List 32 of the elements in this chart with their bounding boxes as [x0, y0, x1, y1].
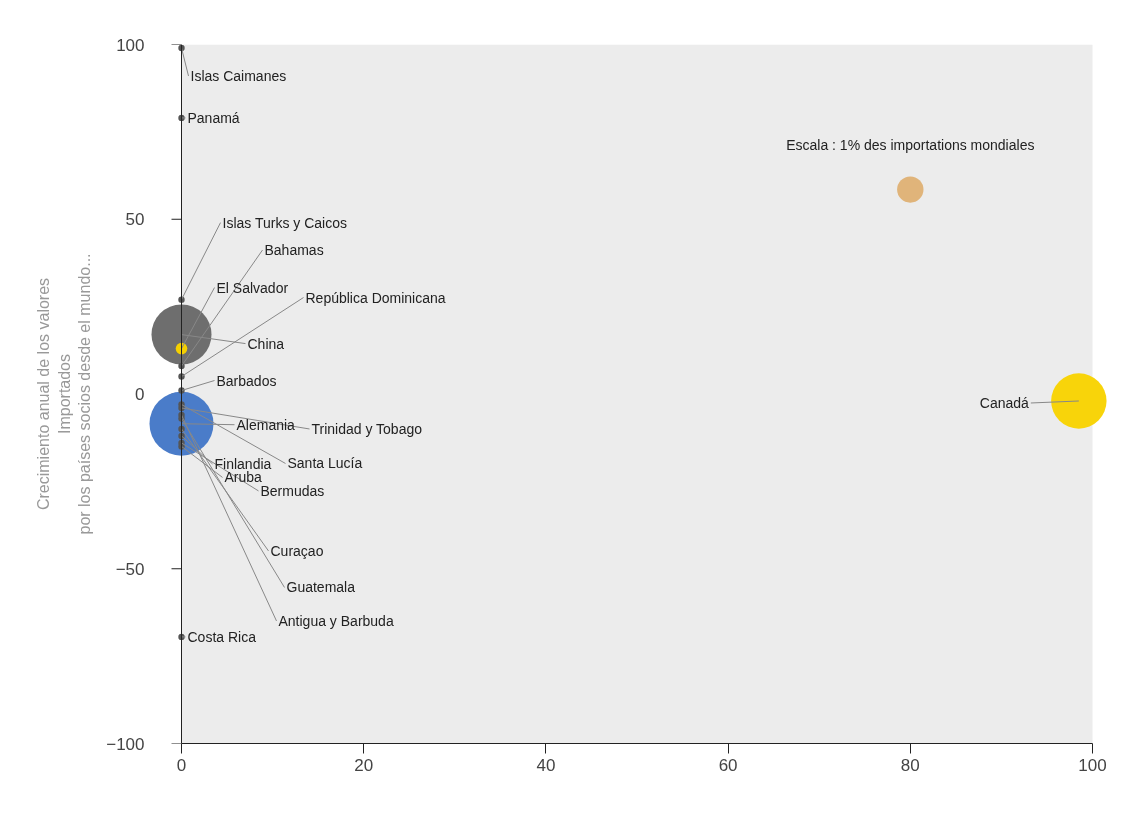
text: Aruba — [224, 469, 263, 486]
series-label: Canadá — [979, 394, 1030, 411]
text: Curaçao — [270, 542, 324, 559]
y-tick-label: 100 — [116, 35, 145, 55]
text: Bermudas — [260, 482, 325, 499]
y-tick-label: 50 — [125, 210, 145, 230]
text: Antigua y Barbuda — [278, 612, 394, 629]
text: Guatemala — [286, 579, 356, 596]
series-label: Costa Rica — [187, 628, 257, 645]
x-tick-label: 40 — [536, 755, 556, 775]
text: Finlandia — [214, 455, 272, 472]
text: El Salvador — [216, 279, 289, 296]
text: Bahamas — [264, 242, 324, 259]
series-label: Alemania — [236, 416, 296, 433]
x-tick-label: 20 — [354, 755, 374, 775]
text: Islas Turks y Caicos — [222, 214, 347, 231]
x-tick-label: 0 — [176, 755, 187, 775]
text: Trinidad y Tobago — [311, 420, 423, 437]
text: China — [247, 335, 285, 352]
series-label: Islas Caimanes — [190, 68, 287, 84]
text: Barbados — [216, 372, 277, 389]
series-label: Panamá — [187, 109, 240, 126]
text: Escala : 1% des importations mondiales — [786, 136, 1035, 153]
y-axis-title: Crecimiento anual de los valores Importados por los países socios desde el mundo... — [35, 253, 94, 535]
x-tick-label: 80 — [900, 755, 920, 775]
x-tick-label: 60 — [718, 755, 738, 775]
y-tick-label: −100 — [106, 734, 145, 754]
text: República Dominicana — [305, 289, 446, 306]
y-tick-label: −50 — [115, 559, 145, 579]
y-tick-label: 0 — [135, 385, 145, 404]
x-tick-label: 100 — [1078, 755, 1107, 775]
text: Santa Lucía — [287, 455, 363, 472]
